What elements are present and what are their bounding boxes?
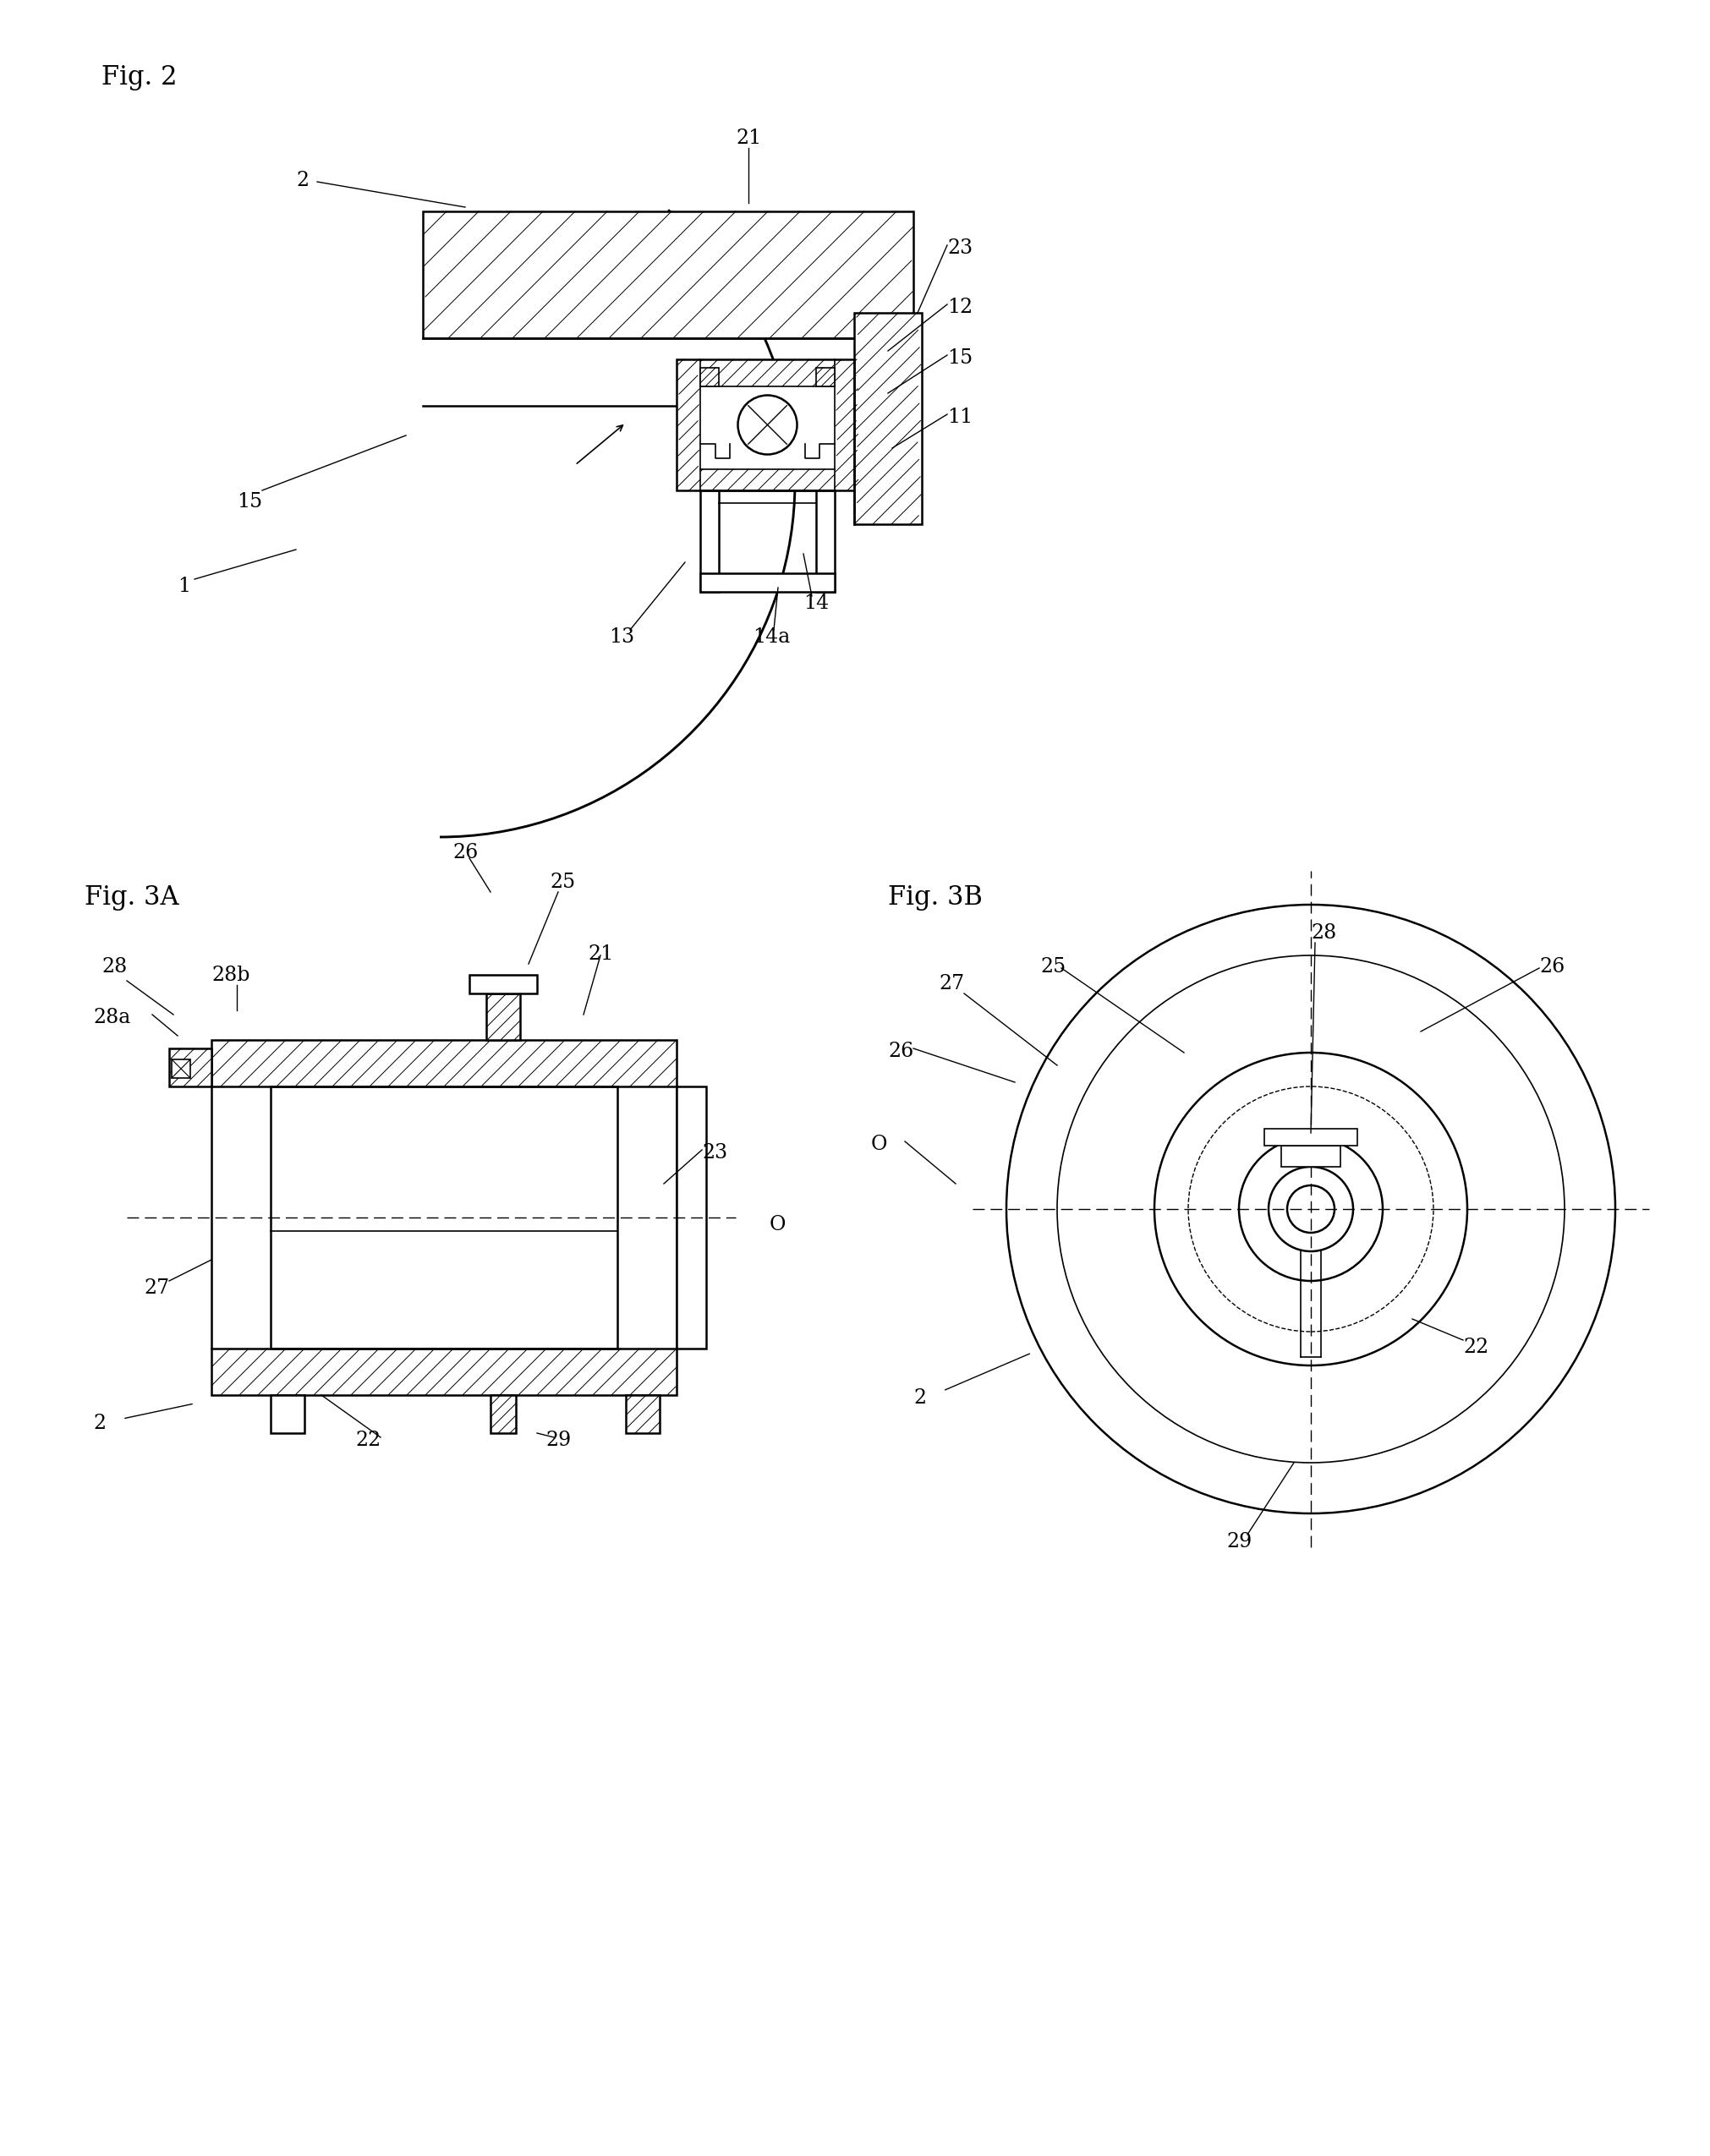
Text: 25: 25 (1040, 957, 1065, 977)
Bar (469, 975, 537, 994)
Bar (270, 1395, 304, 1434)
Text: 22: 22 (1464, 1337, 1489, 1356)
Text: 25: 25 (549, 873, 575, 893)
Text: 23: 23 (701, 1143, 727, 1162)
Bar (626, 1395, 660, 1434)
Text: 23: 23 (947, 239, 973, 259)
Text: 28: 28 (101, 957, 127, 977)
Text: O: O (770, 1216, 787, 1235)
Text: 21: 21 (588, 944, 614, 964)
Bar (699, 489, 718, 593)
Bar (677, 360, 858, 489)
Text: Fig. 3B: Fig. 3B (887, 884, 983, 910)
Circle shape (739, 395, 797, 455)
Bar (816, 369, 834, 386)
Text: 26: 26 (1539, 957, 1565, 977)
Bar (212, 1039, 677, 1395)
Text: 2: 2 (92, 1414, 106, 1434)
Text: 28b: 28b (212, 966, 250, 985)
Bar (816, 489, 834, 593)
Text: Fig. 3A: Fig. 3A (84, 884, 180, 910)
Text: 27: 27 (939, 975, 964, 994)
Bar (677, 1087, 706, 1348)
Bar (1264, 1130, 1358, 1145)
Text: 22: 22 (356, 1432, 381, 1451)
Text: 15: 15 (236, 492, 262, 511)
Text: 29: 29 (545, 1432, 571, 1451)
Text: 11: 11 (947, 407, 973, 427)
Text: 2: 2 (913, 1388, 927, 1408)
Bar (699, 369, 718, 386)
Bar (422, 211, 913, 338)
Bar (855, 313, 922, 524)
Text: 2: 2 (296, 170, 310, 190)
Text: O: O (870, 1134, 887, 1153)
Bar (270, 1087, 617, 1348)
Text: 21: 21 (735, 129, 761, 149)
Text: 26: 26 (453, 843, 479, 862)
Bar (486, 994, 520, 1039)
Text: 28a: 28a (92, 1007, 130, 1026)
Text: Fig. 2: Fig. 2 (101, 65, 178, 91)
Text: 13: 13 (609, 627, 634, 647)
Text: 14a: 14a (752, 627, 790, 647)
Text: 15: 15 (947, 349, 973, 369)
Text: 27: 27 (144, 1279, 169, 1298)
Text: 29: 29 (1226, 1533, 1252, 1552)
Bar (491, 1395, 516, 1434)
Bar (171, 1059, 190, 1078)
Bar (169, 1048, 212, 1087)
Text: 14: 14 (804, 593, 829, 612)
Bar (699, 573, 834, 593)
Text: 26: 26 (887, 1041, 913, 1061)
Text: 28: 28 (1312, 923, 1337, 942)
Text: 12: 12 (947, 298, 973, 317)
Bar (1281, 1145, 1341, 1166)
Text: 1: 1 (178, 576, 190, 595)
